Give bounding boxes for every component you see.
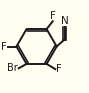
Text: F: F — [50, 11, 56, 21]
Text: Br: Br — [7, 63, 18, 73]
Text: F: F — [56, 64, 62, 74]
Text: F: F — [1, 41, 7, 52]
Text: N: N — [61, 16, 68, 26]
